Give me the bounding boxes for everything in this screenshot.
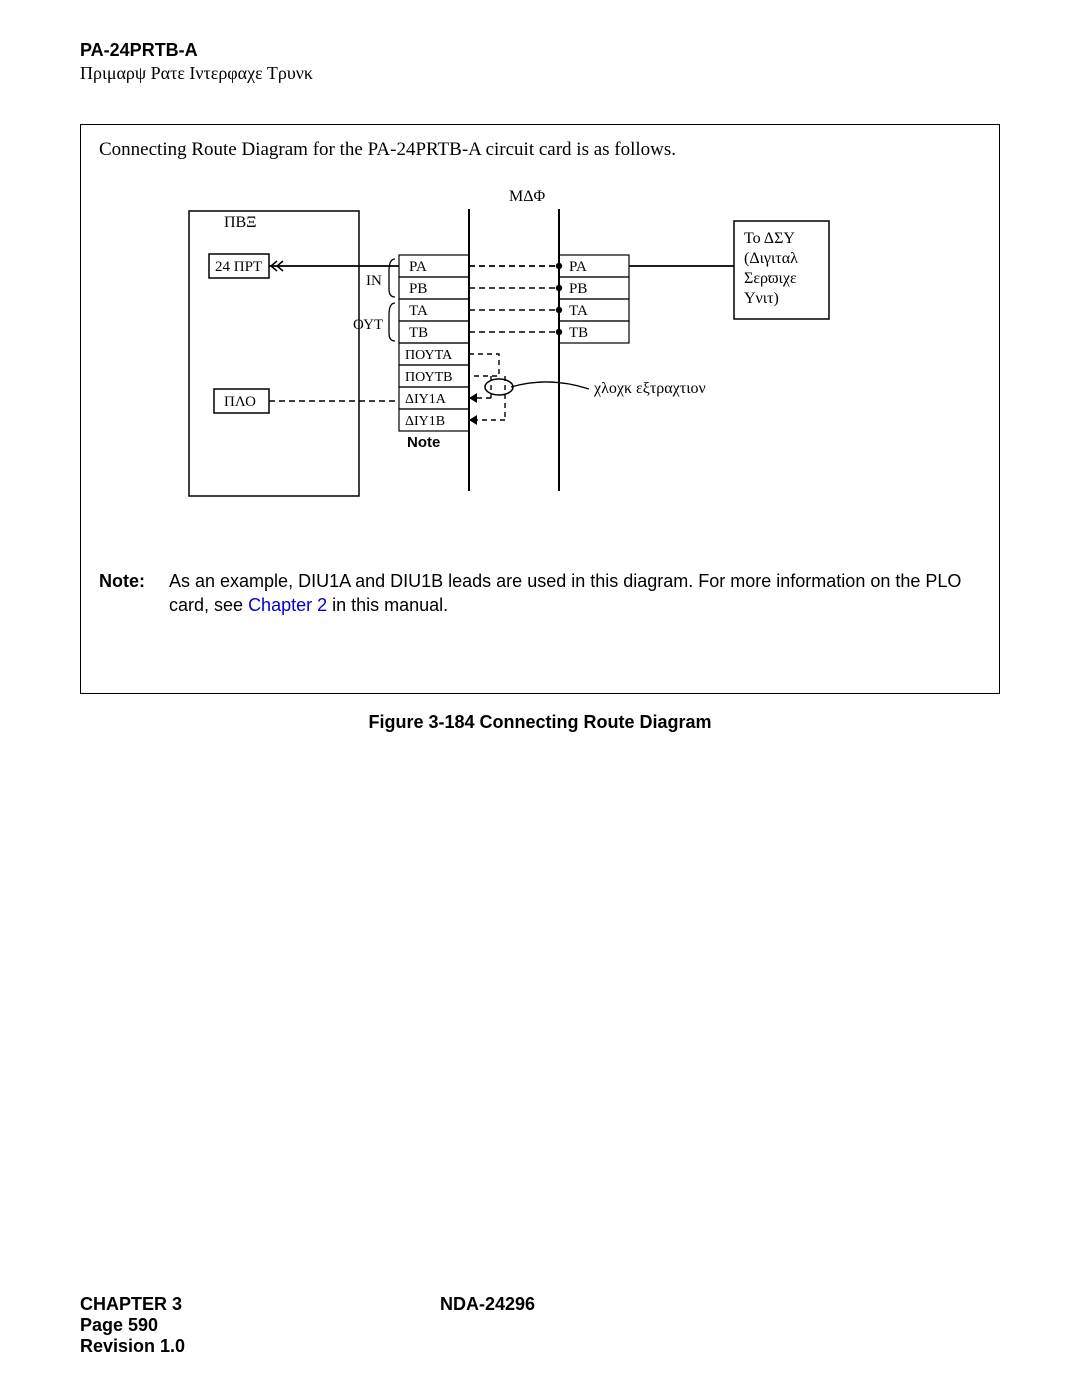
footer-revision: Revision 1.0 [80, 1336, 1000, 1357]
dsu-line1: Το ΔΣΥ [744, 230, 795, 247]
sig-l-7: ΔΙΥ1Β [405, 414, 445, 429]
dsu-line3: Σερϖιχε [744, 270, 797, 287]
sig-r-0: PA [569, 259, 587, 275]
connecting-route-svg: ΜΔΦ ΠΒΞ 24 ΠΡΤ ΠΛΟ Το ΔΣΥ (Διγιταλ Σερϖι… [99, 161, 979, 541]
ta-node [556, 307, 562, 313]
clock-ellipse [485, 379, 513, 395]
footer-page: Page 590 [80, 1315, 1000, 1336]
pb-node [556, 285, 562, 291]
sig-l-1: PB [409, 281, 427, 297]
sig-l-6: ΔΙΥ1Α [405, 392, 447, 407]
page-header: PA-24PRTB-A Πριμαρψ Ρατε Ιντερφαχε Τρυνκ [80, 40, 1000, 84]
out-bracket [389, 303, 395, 341]
diagram-intro: Connecting Route Diagram for the PA-24PR… [99, 139, 981, 161]
in-label: ΙΝ [366, 273, 382, 289]
sig-l-0: PA [409, 259, 427, 275]
diagram-frame: Connecting Route Diagram for the PA-24PR… [80, 124, 1000, 694]
left-signal-column: PA PB TA TB ΠΟΥΤΑ ΠΟΥΤΒ ΔΙΥ1Α ΔΙΥ1Β [399, 255, 469, 431]
sig-l-3: TB [409, 325, 428, 341]
out-label: ΟΥΤ [353, 317, 383, 333]
note-body: As an example, DIU1A and DIU1B leads are… [169, 569, 981, 618]
diu1a-arrow [469, 393, 477, 403]
sig-r-2: TA [569, 303, 588, 319]
dsu-line2: (Διγιταλ [744, 250, 798, 267]
mdf-label: ΜΔΦ [509, 188, 546, 205]
sig-l-4: ΠΟΥΤΑ [405, 348, 453, 363]
chapter-2-link[interactable]: Chapter 2 [248, 595, 327, 615]
footer-docnum: NDA-24296 [440, 1294, 535, 1315]
in-bracket [389, 259, 395, 297]
clock-pointer [511, 382, 589, 389]
sig-l-2: TA [409, 303, 428, 319]
product-id: PA-24PRTB-A [80, 40, 1000, 61]
pa-node-r [556, 263, 562, 269]
note-text-2: in this manual. [327, 595, 448, 615]
sig-l-5: ΠΟΥΤΒ [405, 370, 453, 385]
diagram-svg-container: ΜΔΦ ΠΒΞ 24 ΠΡΤ ΠΛΟ Το ΔΣΥ (Διγιταλ Σερϖι… [99, 161, 981, 561]
pbx-label: ΠΒΞ [224, 214, 257, 231]
prt-label: 24 ΠΡΤ [215, 259, 262, 275]
note-label: Note: [99, 569, 169, 618]
right-signal-column: PA PB TA TB [559, 255, 629, 343]
dsu-line4: Υνιτ) [744, 290, 779, 307]
note-block: Note: As an example, DIU1A and DIU1B lea… [99, 569, 981, 618]
pout-dash-loop [469, 354, 499, 376]
plo-label: ΠΛΟ [224, 394, 256, 410]
product-subtitle: Πριμαρψ Ρατε Ιντερφαχε Τρυνκ [80, 63, 1000, 84]
figure-caption: Figure 3-184 Connecting Route Diagram [80, 712, 1000, 733]
clock-label: χλοχκ εξτραχτιον [593, 380, 706, 397]
note-under-label: Note [407, 434, 440, 451]
sig-r-3: TB [569, 325, 588, 341]
tb-node [556, 329, 562, 335]
sig-r-1: PB [569, 281, 587, 297]
page-root: PA-24PRTB-A Πριμαρψ Ρατε Ιντερφαχε Τρυνκ… [0, 0, 1080, 1397]
page-footer: CHAPTER 3 NDA-24296 Page 590 Revision 1.… [80, 1294, 1000, 1357]
footer-chapter: CHAPTER 3 [80, 1294, 440, 1315]
diu1b-arrow [469, 415, 477, 425]
